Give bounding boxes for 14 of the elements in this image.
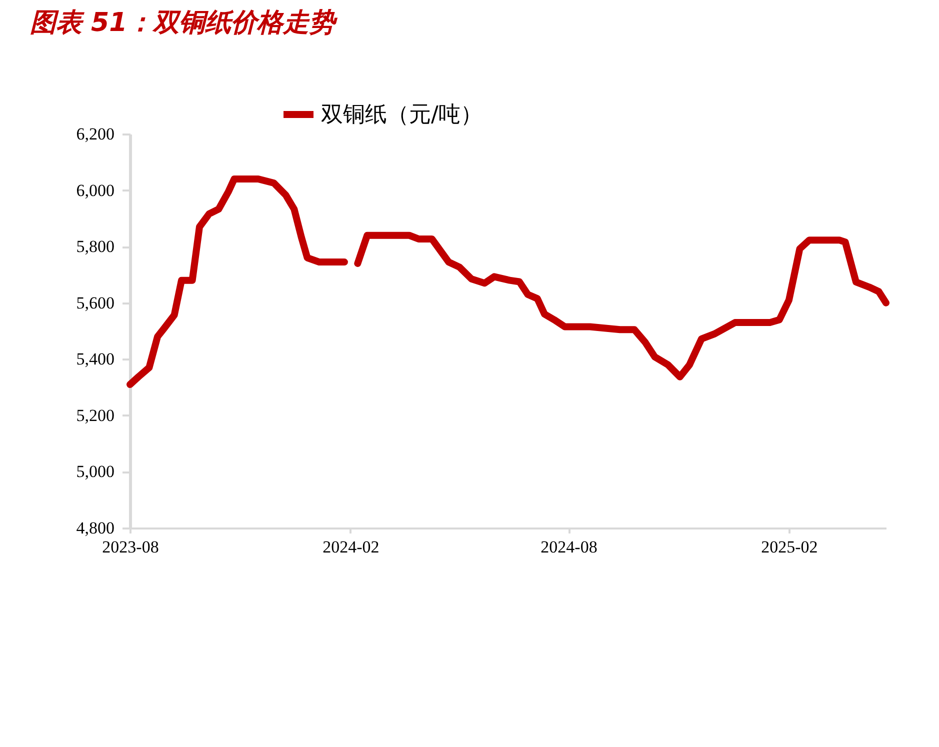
y-tick-label: 5,800	[76, 237, 114, 256]
y-tick-label: 4,800	[76, 518, 114, 538]
y-tick-label: 5,000	[76, 462, 114, 482]
legend-label: 双铜纸（元/吨）	[321, 102, 482, 128]
y-tick-label: 5,600	[76, 293, 114, 312]
x-tick-label: 2025-02	[761, 538, 818, 556]
y-tick-label: 6,200	[76, 124, 114, 144]
x-tick-label: 2024-08	[540, 538, 598, 556]
chart-title: 图表 51：双铜纸价格走势	[30, 8, 338, 38]
y-tick-label: 5,200	[76, 406, 114, 425]
x-tick-label: 2024-02	[322, 538, 380, 556]
y-tick-label: 5,400	[76, 350, 114, 369]
y-tick-label: 6,000	[76, 180, 114, 200]
x-tick-label: 2023-08	[102, 538, 159, 556]
